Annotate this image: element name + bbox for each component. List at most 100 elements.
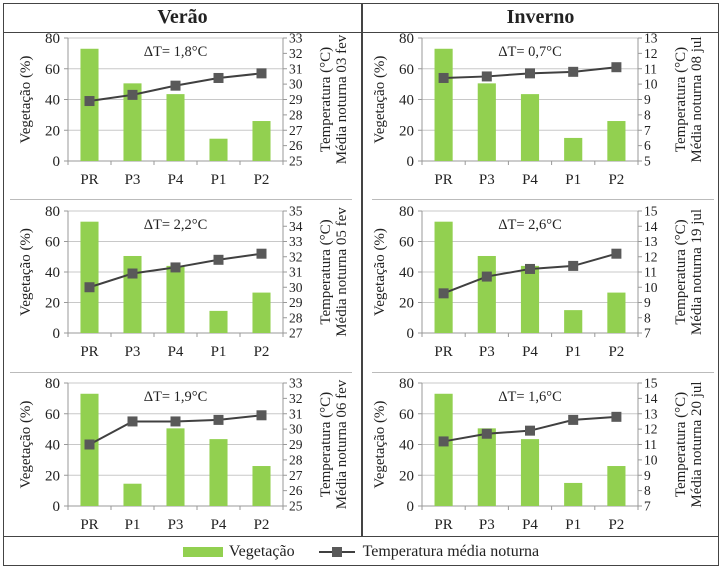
bar-p2	[607, 292, 626, 333]
y2-tick-label: 13	[644, 406, 658, 421]
y2-tick-label: 28	[289, 310, 303, 325]
y-tick-label: 20	[399, 296, 414, 312]
temperature-marker-pr	[438, 288, 449, 299]
y-tick-label: 40	[399, 265, 414, 281]
y2-axis-sublabel: Média noturna 03 fev	[334, 34, 350, 164]
temperature-marker-p1	[213, 72, 224, 83]
x-tick-label: PR	[80, 344, 98, 360]
delta-t-annotation: ΔT= 1,8°C	[144, 44, 208, 60]
y2-axis-label: Temperatura (°C)	[318, 47, 334, 152]
y-tick-label: 0	[53, 499, 61, 515]
temperature-marker-p4	[170, 262, 181, 273]
bar-p3	[477, 255, 496, 333]
x-tick-label: P1	[565, 172, 581, 188]
y2-axis-label: Temperatura (°C)	[673, 219, 689, 324]
y2-tick-label: 8	[644, 107, 651, 122]
bar-p2	[607, 466, 626, 506]
temperature-marker-pr	[438, 72, 449, 83]
y-tick-label: 20	[399, 468, 414, 484]
row-separator	[10, 199, 352, 200]
y2-tick-label: 25	[289, 154, 303, 169]
temperature-marker-p2	[256, 410, 267, 421]
x-tick-label: P3	[479, 517, 495, 533]
temperature-marker-p2	[611, 248, 622, 259]
legend-label-temperatura: Temperatura média noturna	[362, 542, 540, 560]
y-axis-label: Vegetação (%)	[372, 401, 388, 489]
y2-tick-label: 29	[289, 92, 303, 107]
x-tick-label: P4	[522, 172, 538, 188]
y2-tick-label: 35	[289, 204, 303, 219]
bar-p3	[477, 428, 496, 506]
y-tick-label: 0	[53, 154, 61, 170]
y2-tick-label: 28	[289, 107, 303, 122]
delta-t-annotation: ΔT= 2,2°C	[144, 217, 208, 233]
x-tick-label: PR	[434, 344, 452, 360]
y2-tick-label: 15	[644, 376, 658, 391]
legend-bar-swatch	[182, 546, 223, 557]
bar-pr	[434, 221, 453, 333]
bar-p2	[252, 466, 271, 506]
temperature-marker-pr	[438, 436, 449, 447]
y-tick-label: 40	[399, 438, 414, 454]
y2-tick-label: 12	[644, 422, 658, 437]
bar-pr	[434, 393, 453, 506]
bar-p3	[123, 83, 142, 161]
y2-tick-label: 29	[289, 437, 303, 452]
x-tick-label: P2	[254, 517, 270, 533]
y-axis-label: Vegetação (%)	[18, 228, 34, 316]
bar-p1	[564, 482, 583, 506]
x-tick-label: P4	[168, 172, 184, 188]
y-tick-label: 40	[45, 93, 60, 109]
x-tick-label: P2	[608, 344, 624, 360]
x-tick-label: P1	[125, 517, 141, 533]
y2-tick-label: 13	[644, 31, 658, 46]
temperature-marker-p3	[127, 89, 138, 100]
y2-tick-label: 32	[289, 46, 303, 61]
y2-tick-label: 33	[289, 376, 303, 391]
y2-tick-label: 27	[289, 468, 303, 483]
delta-t-annotation: ΔT= 0,7°C	[498, 44, 562, 60]
x-tick-label: P4	[522, 344, 538, 360]
y-tick-label: 60	[45, 235, 60, 251]
y2-tick-label: 32	[289, 391, 303, 406]
temperature-marker-pr	[84, 96, 95, 107]
y2-tick-label: 30	[289, 422, 303, 437]
y2-tick-label: 27	[289, 123, 303, 138]
delta-t-annotation: ΔT= 2,6°C	[498, 217, 562, 233]
bar-p4	[166, 265, 185, 333]
y-tick-label: 80	[399, 31, 414, 47]
y2-axis-sublabel: Média noturna 20 jul	[689, 381, 705, 507]
header-verao: Verão	[3, 3, 362, 33]
y2-tick-label: 14	[644, 391, 658, 406]
row-separator	[10, 372, 352, 373]
y2-tick-label: 12	[644, 46, 658, 61]
y-tick-label: 40	[399, 93, 414, 109]
y-tick-label: 60	[45, 407, 60, 423]
y-tick-label: 60	[399, 62, 414, 78]
y2-tick-label: 26	[289, 483, 303, 498]
temperature-marker-p3	[170, 416, 181, 427]
temperature-marker-p1	[568, 260, 579, 271]
temperature-marker-p4	[525, 68, 535, 79]
x-tick-label: P3	[479, 172, 495, 188]
legend: Vegetação Temperatura média noturna	[3, 536, 719, 566]
y2-tick-label: 25	[289, 499, 303, 514]
bar-p2	[252, 292, 271, 333]
x-tick-label: P3	[479, 344, 495, 360]
y-axis-label: Vegetação (%)	[18, 56, 34, 144]
y-tick-label: 0	[407, 499, 415, 515]
y2-axis-label: Temperatura (°C)	[318, 392, 334, 497]
bar-p3	[123, 255, 142, 333]
y2-tick-label: 7	[644, 123, 651, 138]
temperature-marker-p3	[481, 271, 492, 282]
bar-p1	[564, 310, 583, 333]
y2-tick-label: 9	[644, 468, 651, 483]
y-tick-label: 80	[45, 31, 60, 47]
y2-axis-sublabel: Média noturna 08 jul	[689, 36, 705, 162]
y-tick-label: 0	[407, 154, 415, 170]
bar-p3	[477, 83, 496, 161]
y2-tick-label: 30	[289, 280, 303, 295]
x-tick-label: P4	[211, 517, 227, 533]
temperature-marker-p1	[568, 414, 579, 425]
